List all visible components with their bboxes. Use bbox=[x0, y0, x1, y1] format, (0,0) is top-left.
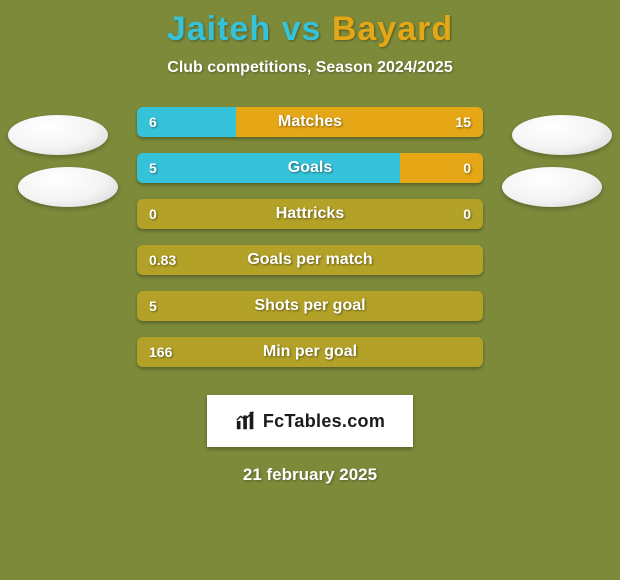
stat-segment-right bbox=[400, 153, 483, 183]
stat-segment-right bbox=[236, 107, 483, 137]
stat-segment-full bbox=[137, 291, 483, 321]
subtitle: Club competitions, Season 2024/2025 bbox=[0, 59, 620, 77]
brand-badge[interactable]: FcTables.com bbox=[207, 395, 413, 447]
stat-row: 00Hattricks bbox=[137, 199, 483, 229]
stat-row: 615Matches bbox=[137, 107, 483, 137]
player1-name: Jaiteh bbox=[167, 10, 271, 48]
stat-row: 166Min per goal bbox=[137, 337, 483, 367]
chart-bars-icon bbox=[235, 410, 257, 432]
player2-avatar-2 bbox=[502, 167, 602, 207]
stat-segment-left bbox=[137, 107, 236, 137]
player1-avatar-1 bbox=[8, 115, 108, 155]
stat-segment-full bbox=[137, 245, 483, 275]
stat-segment-full bbox=[137, 337, 483, 367]
player2-name: Bayard bbox=[332, 10, 453, 48]
stat-row: 5Shots per goal bbox=[137, 291, 483, 321]
brand-text: FcTables.com bbox=[263, 411, 385, 432]
stat-row: 50Goals bbox=[137, 153, 483, 183]
stat-segment-full bbox=[137, 199, 483, 229]
date-label: 21 february 2025 bbox=[0, 465, 620, 485]
stat-segment-left bbox=[137, 153, 400, 183]
vs-separator: vs bbox=[271, 10, 332, 48]
stat-bars: 615Matches 50Goals 00Hattricks 0.83Goals pe… bbox=[137, 107, 483, 383]
comparison-stage: 615Matches 50Goals 00Hattricks 0.83Goals pe… bbox=[0, 107, 620, 377]
player2-avatar-1 bbox=[512, 115, 612, 155]
page-title: Jaiteh vs Bayard bbox=[0, 0, 620, 49]
stat-row: 0.83Goals per match bbox=[137, 245, 483, 275]
player1-avatar-2 bbox=[18, 167, 118, 207]
